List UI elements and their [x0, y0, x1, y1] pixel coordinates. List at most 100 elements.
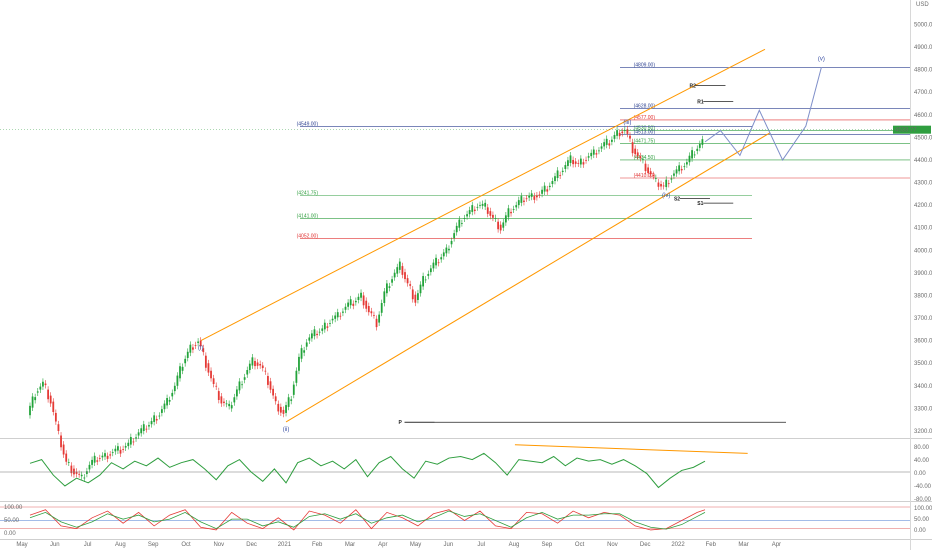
candle-body	[543, 185, 546, 192]
candle-body	[450, 240, 453, 245]
channel-lower-line	[285, 132, 771, 423]
candle-body	[31, 396, 34, 408]
candle-body	[360, 292, 362, 298]
candle-body	[287, 397, 290, 407]
candle-body	[642, 159, 644, 160]
time-tick-label: Jun	[444, 542, 454, 548]
candle-body	[189, 344, 192, 353]
price-tick-label: 3800.00	[914, 293, 932, 299]
level-label: (4434.50)	[634, 155, 656, 161]
candle-body	[248, 363, 251, 371]
candle-body	[106, 455, 109, 459]
candle-body	[673, 173, 675, 176]
osc2-left-tick-label: 0.00	[4, 531, 16, 537]
time-tick-label: Oct	[181, 542, 191, 548]
candle-body	[160, 409, 163, 413]
pivot-label: S2	[674, 197, 680, 203]
candle-body	[644, 163, 647, 172]
candle-body	[551, 181, 554, 185]
candle-body	[541, 189, 543, 194]
candle-body	[267, 376, 269, 385]
candle-body	[466, 214, 468, 217]
candle-body	[101, 455, 104, 458]
candle-body	[114, 448, 117, 452]
candle-body	[458, 219, 461, 228]
candle-body	[274, 396, 277, 402]
candle-body	[344, 306, 347, 310]
candle-body	[256, 362, 259, 366]
candle-body	[217, 391, 220, 400]
candle-body	[378, 314, 381, 323]
candle-body	[233, 397, 236, 403]
price-tick-label: 4100.00	[914, 226, 932, 232]
candle-body	[292, 384, 295, 395]
osc2-left-tick-label: 100.00	[4, 505, 23, 511]
candle-body	[693, 154, 696, 156]
candle-body	[401, 266, 404, 275]
candle-body	[326, 326, 329, 328]
candle-body	[422, 276, 425, 287]
candle-body	[42, 381, 44, 387]
candle-body	[554, 176, 556, 182]
candle-body	[129, 437, 132, 445]
current-price-label: 4533.77	[895, 128, 917, 134]
candle-body	[564, 165, 567, 169]
candle-body	[347, 302, 350, 307]
candle-body	[279, 406, 282, 413]
candle-body	[323, 322, 326, 330]
candle-body	[375, 318, 378, 328]
candle-body	[75, 471, 78, 474]
candle-body	[647, 167, 650, 174]
candle-body	[194, 345, 197, 346]
candle-body	[533, 196, 536, 200]
candle-body	[535, 195, 538, 198]
candle-body	[243, 377, 246, 380]
candle-body	[254, 360, 256, 367]
candle-body	[197, 341, 200, 343]
candle-body	[215, 385, 218, 387]
candle-body	[538, 194, 541, 196]
candle-body	[241, 384, 243, 386]
candle-body	[585, 159, 587, 161]
candle-body	[409, 284, 412, 286]
osc2-tick-label: 0.00	[914, 528, 926, 534]
osc1-trendline	[514, 444, 748, 454]
candle-body	[228, 403, 231, 407]
candle-body	[269, 381, 272, 390]
candle-body	[616, 130, 618, 136]
candle-body	[559, 175, 562, 176]
candle-body	[176, 375, 179, 386]
wave-label: (iv)	[662, 193, 670, 199]
candle-body	[561, 170, 564, 172]
candle-body	[316, 333, 318, 336]
candle-body	[435, 257, 437, 266]
candle-body	[507, 208, 510, 218]
time-tick-label: Sep	[541, 542, 552, 548]
candle-body	[548, 185, 551, 188]
candle-body	[683, 166, 686, 168]
candle-body	[685, 162, 688, 165]
candle-body	[93, 455, 96, 463]
candle-body	[264, 370, 267, 372]
candle-body	[342, 311, 344, 313]
candle-body	[691, 150, 693, 159]
level-label: (4241.75)	[297, 191, 319, 197]
candle-body	[220, 396, 223, 404]
candle-body	[148, 425, 150, 427]
candle-body	[424, 279, 427, 281]
candle-body	[463, 218, 466, 220]
candle-body	[85, 471, 88, 474]
candle-body	[530, 193, 533, 197]
level-label: (4471.75)	[634, 139, 656, 145]
candle-body	[388, 286, 391, 288]
candle-body	[207, 363, 210, 373]
candle-body	[336, 312, 339, 318]
candle-body	[181, 366, 184, 371]
candle-body	[440, 257, 443, 260]
candle-body	[613, 134, 616, 139]
candle-body	[486, 207, 489, 214]
candle-body	[657, 182, 660, 187]
candle-body	[600, 146, 603, 149]
